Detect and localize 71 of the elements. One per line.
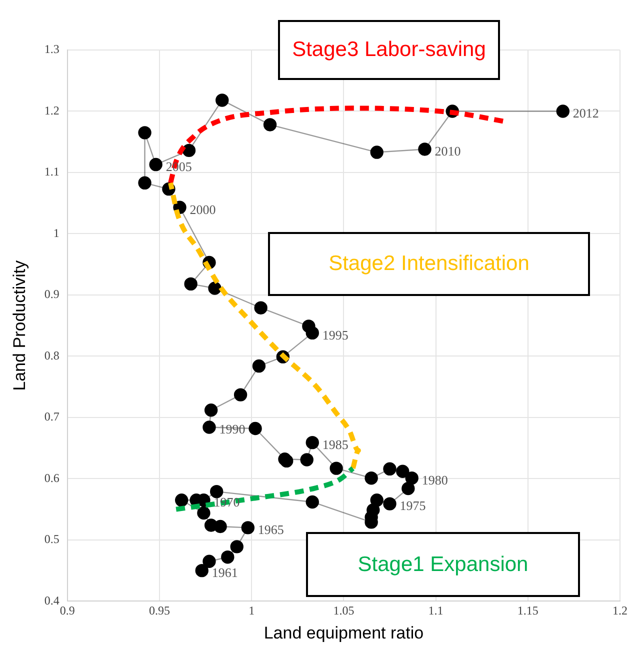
- point: [138, 126, 152, 140]
- annotation: 1975: [400, 498, 426, 514]
- point: [383, 462, 396, 476]
- point: [182, 144, 196, 158]
- annotation: 1995: [322, 327, 348, 342]
- point: [202, 420, 216, 434]
- x-tick-label: 0.95: [149, 604, 170, 618]
- point: [366, 503, 380, 517]
- point: [138, 176, 152, 190]
- annotation: 1961: [212, 565, 238, 580]
- y-tick-label: 0.4: [44, 593, 60, 608]
- point: [210, 484, 224, 498]
- point: [208, 282, 222, 295]
- x-tick-label: 1.2: [612, 604, 628, 618]
- y-tick-label: 0.7: [44, 410, 60, 424]
- point: [197, 506, 210, 520]
- annotation: 1985: [322, 437, 348, 452]
- point: [405, 472, 418, 485]
- point: [175, 494, 188, 507]
- point: [330, 462, 343, 475]
- y-tick-label: 1: [53, 226, 60, 240]
- point: [418, 142, 432, 156]
- y-tick-label: 1.2: [44, 103, 60, 118]
- point: [263, 118, 277, 132]
- framed-box: Stage1 Expansion: [306, 532, 580, 597]
- y-tick-label: 1.1: [44, 164, 60, 179]
- point: [204, 518, 218, 532]
- point: [230, 540, 244, 554]
- x-tick-label: 1.15: [517, 604, 538, 618]
- framed-box: Stage2 Intensification: [268, 232, 590, 296]
- point: [302, 320, 316, 333]
- point: [364, 472, 378, 485]
- point: [254, 301, 268, 314]
- y-tick-label: 0.6: [44, 470, 60, 485]
- point: [234, 388, 248, 402]
- x-tick-label: 1: [248, 604, 255, 618]
- annotation: 2000: [190, 202, 216, 217]
- point: [556, 104, 570, 118]
- point: [252, 359, 266, 373]
- point: [248, 422, 262, 436]
- point: [402, 482, 415, 496]
- point: [306, 495, 319, 509]
- y-tick-label: 0.8: [44, 348, 60, 362]
- point: [204, 404, 218, 417]
- annotation: 2005: [166, 158, 192, 174]
- point: [195, 564, 208, 578]
- point: [300, 453, 314, 466]
- point: [241, 521, 255, 534]
- y-tick-label: 1.3: [44, 42, 60, 56]
- point: [221, 550, 234, 564]
- x-tick-label: 0.9: [60, 604, 75, 618]
- point: [306, 436, 319, 450]
- annotation: 2010: [434, 144, 461, 159]
- y-axis-title: Land Productivity: [10, 260, 29, 391]
- x-axis-title: Land equipment ratio: [264, 623, 424, 642]
- point: [216, 94, 229, 107]
- annotation: 1965: [258, 522, 284, 538]
- point: [396, 464, 410, 478]
- point: [383, 497, 396, 510]
- point: [370, 494, 384, 507]
- x-tick-label: 1.05: [333, 604, 354, 618]
- x-tick-label: 1.1: [428, 604, 444, 618]
- annotation: 2012: [572, 106, 599, 121]
- point: [202, 554, 216, 568]
- annotation: 1980: [422, 472, 448, 488]
- y-tick-label: 0.9: [44, 287, 60, 302]
- y-tick-label: 0.5: [44, 532, 60, 546]
- point: [370, 146, 384, 159]
- point: [184, 277, 198, 291]
- point: [149, 158, 162, 172]
- framed-box: Stage3 Labor-saving: [278, 20, 500, 80]
